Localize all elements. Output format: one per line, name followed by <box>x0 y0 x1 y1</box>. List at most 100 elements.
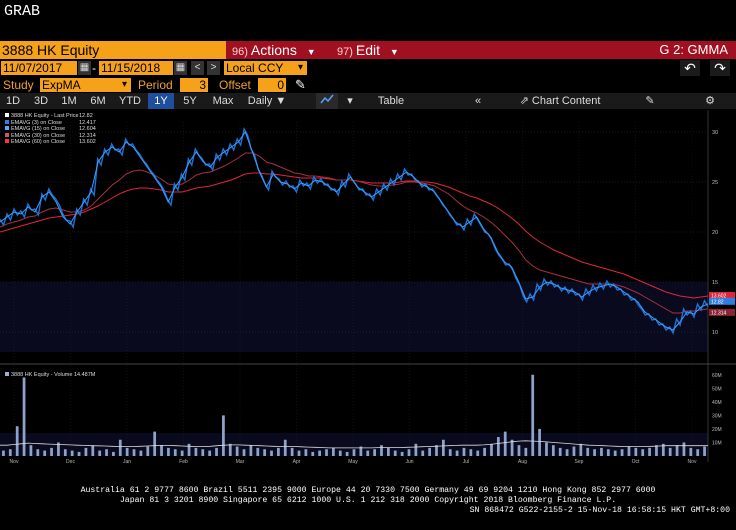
volume-bar <box>270 450 273 456</box>
chart-content-button[interactable]: ⇗ Chart Content <box>510 93 610 109</box>
last-value-tag <box>709 308 735 316</box>
chevron-down-icon[interactable]: ▾ <box>118 78 131 92</box>
date-separator: - <box>92 61 96 75</box>
volume-bar <box>228 443 232 456</box>
range-toolbar <box>0 93 736 109</box>
legend-entry: 3888 HK Equity - Last Price12.82 <box>5 113 96 120</box>
prev-arrow-icon[interactable]: < <box>191 61 204 75</box>
offset-input[interactable]: 0 <box>258 78 286 92</box>
volume-bar <box>648 447 651 456</box>
legend-value: 12.82 <box>79 113 93 119</box>
legend-swatch <box>5 119 9 124</box>
volume-bar <box>490 443 493 456</box>
next-arrow-icon[interactable]: > <box>207 61 220 75</box>
x-tick-label: Nov <box>688 459 697 465</box>
annotate-icon[interactable]: ✎ <box>645 95 655 107</box>
volume-bar <box>304 449 308 456</box>
volume-bar <box>565 449 569 456</box>
range-tab-max[interactable]: Max <box>212 95 234 107</box>
period-label: Period <box>138 78 173 92</box>
x-tick-label: Feb <box>179 459 188 465</box>
volume-bar <box>77 451 81 456</box>
chart-content-icon: ⇗ <box>519 95 529 107</box>
volume-bar <box>256 447 260 456</box>
volume-tick-label: 30M <box>712 413 722 419</box>
gear-icon[interactable]: ⚙ <box>705 95 715 107</box>
volume-shaded-band <box>0 433 708 456</box>
graph-title: G 2: GMMA <box>659 42 728 57</box>
price-chart[interactable]: 10 15 20 25 30 Nov Dec Jan Feb Mar Apr May Jun Jul Aug… <box>0 110 736 465</box>
volume-bar <box>655 445 658 456</box>
footer: Australia 61 2 9777 8600 Brazil 5511 239… <box>0 486 736 516</box>
line-chart-icon[interactable] <box>316 93 338 109</box>
volume-bar <box>2 450 5 456</box>
volume-bar <box>118 439 122 456</box>
range-tab-5y[interactable]: 5Y <box>183 95 197 107</box>
volume-bar <box>682 442 686 456</box>
volume-bar <box>22 377 26 456</box>
start-date-field[interactable]: 11/07/2017 <box>1 61 77 75</box>
footer-contacts-1: Australia 61 2 9777 8600 Brazil 5511 239… <box>80 486 656 495</box>
chevron-down-icon[interactable]: ▾ <box>347 95 353 107</box>
volume-bar <box>263 449 267 456</box>
x-tick-label: Mar <box>236 459 245 465</box>
ticker-field[interactable]: 3888 HK Equity <box>0 41 226 59</box>
volume-bar <box>338 450 342 456</box>
footer-contacts-2: Japan 81 3 3201 8900 Singapore 65 6212 1… <box>119 496 617 505</box>
volume-bar <box>606 449 610 456</box>
chevron-down-icon[interactable]: ▾ <box>294 61 307 75</box>
volume-bar <box>483 447 486 456</box>
currency-select[interactable]: Local CCY <box>224 61 294 75</box>
chevron-down-icon: ▼ <box>389 47 399 57</box>
range-tab-1d[interactable]: 1D <box>5 95 21 107</box>
legend-entry: EMAVG (60) on Close 13.602 <box>5 139 96 146</box>
volume-bar <box>70 450 74 456</box>
volume-bar <box>180 450 184 456</box>
window-title: GRAB <box>4 3 41 20</box>
volume-bar <box>620 449 624 456</box>
price-line <box>0 130 709 331</box>
range-tab-ytd[interactable]: YTD <box>119 95 141 107</box>
y-tick-label: 25 <box>712 180 718 186</box>
end-date-field[interactable]: 11/15/2018 <box>99 61 173 75</box>
volume-bar <box>311 451 315 456</box>
volume-legend-label: 3888 HK Equity - Volume 14.487M <box>11 372 96 378</box>
volume-bar <box>373 449 376 456</box>
range-tab-3d[interactable]: 3D <box>33 95 49 107</box>
legend-swatch <box>5 132 9 137</box>
undo-icon[interactable]: ↶ <box>680 60 700 76</box>
volume-bar <box>36 449 40 456</box>
x-tick-label: Nov <box>10 459 19 465</box>
range-tab-1y[interactable]: 1Y <box>148 93 174 109</box>
range-tab-1m[interactable]: 1M <box>61 95 77 107</box>
table-button[interactable]: Table <box>377 95 405 107</box>
volume-bar <box>593 449 596 456</box>
volume-bar <box>579 443 583 456</box>
volume-bar <box>249 445 253 456</box>
volume-tick-label: 20M <box>712 427 722 433</box>
x-tick-label: May <box>348 459 358 465</box>
study-label: Study <box>3 78 34 92</box>
study-select[interactable]: ExpMA <box>40 78 118 92</box>
collapse-icon[interactable]: « <box>474 95 482 107</box>
volume-bar <box>332 447 335 456</box>
volume-bar <box>359 446 363 456</box>
volume-bar <box>510 439 514 456</box>
price-legend: 3888 HK Equity - Last Price12.82 EMAVG (3… <box>5 113 96 146</box>
volume-bar <box>689 447 693 456</box>
pencil-icon[interactable]: ✎ <box>295 77 306 92</box>
actions-menu[interactable]: 96) Actions ▼ <box>232 41 316 59</box>
redo-icon[interactable]: ↷ <box>710 60 730 76</box>
calendar-icon[interactable]: ▦ <box>174 61 187 75</box>
volume-bar <box>98 450 102 456</box>
period-input[interactable]: 3 <box>180 78 208 92</box>
volume-bar <box>208 450 212 456</box>
range-tab-6m[interactable]: 6M <box>90 95 106 107</box>
volume-bar <box>641 449 645 456</box>
frequency-select[interactable]: Daily ▼ <box>243 93 291 109</box>
edit-menu[interactable]: 97) Edit ▼ <box>337 41 399 59</box>
volume-bar <box>524 447 528 456</box>
volume-bar <box>50 447 53 456</box>
frequency-label: Daily <box>247 95 273 107</box>
calendar-icon[interactable]: ▦ <box>78 61 91 75</box>
